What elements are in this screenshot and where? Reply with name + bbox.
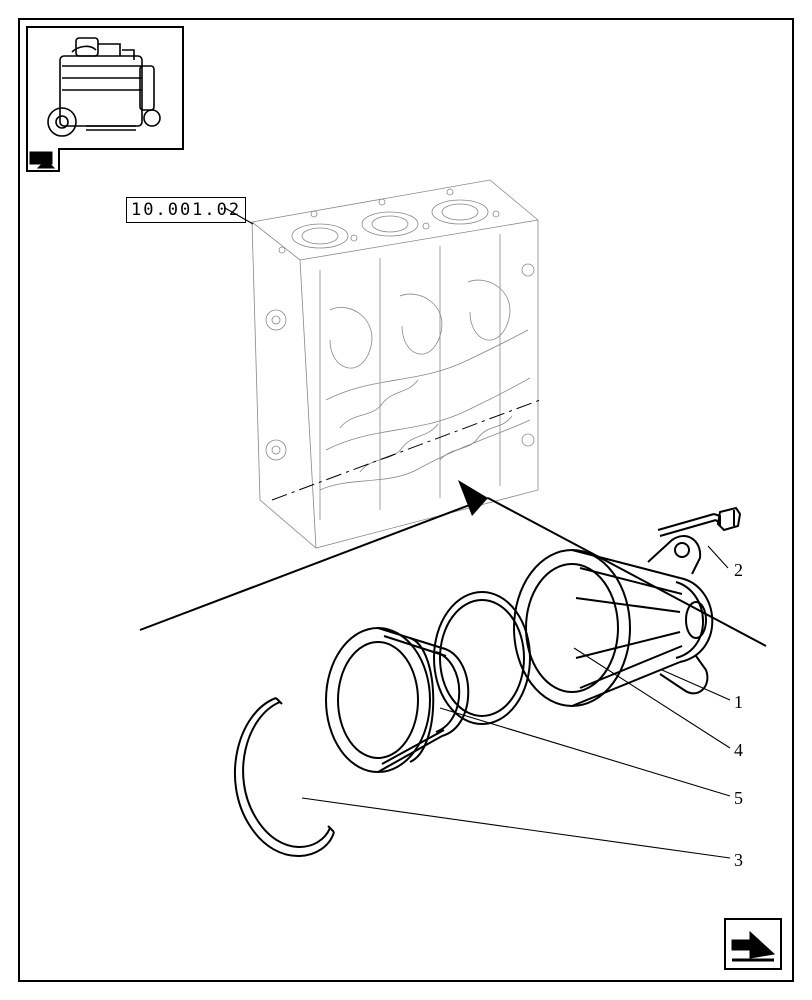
exploded-view-diagram bbox=[20, 20, 796, 984]
engine-block-ghost bbox=[252, 180, 538, 548]
arrow-next-icon bbox=[726, 920, 780, 968]
part-retaining-ring bbox=[235, 698, 334, 856]
diagram-frame: 10.001.02 bbox=[18, 18, 794, 982]
next-page-button[interactable] bbox=[724, 918, 782, 970]
leader-lines bbox=[225, 208, 730, 858]
callout-4: 4 bbox=[734, 740, 743, 761]
callout-2: 2 bbox=[734, 560, 743, 581]
callout-1: 1 bbox=[734, 692, 743, 713]
callout-5: 5 bbox=[734, 788, 743, 809]
part-cover bbox=[514, 536, 712, 706]
section-indicator bbox=[140, 480, 766, 646]
callout-3: 3 bbox=[734, 850, 743, 871]
part-oring bbox=[434, 592, 530, 724]
part-bolt bbox=[658, 508, 740, 536]
part-sleeve bbox=[326, 628, 468, 772]
